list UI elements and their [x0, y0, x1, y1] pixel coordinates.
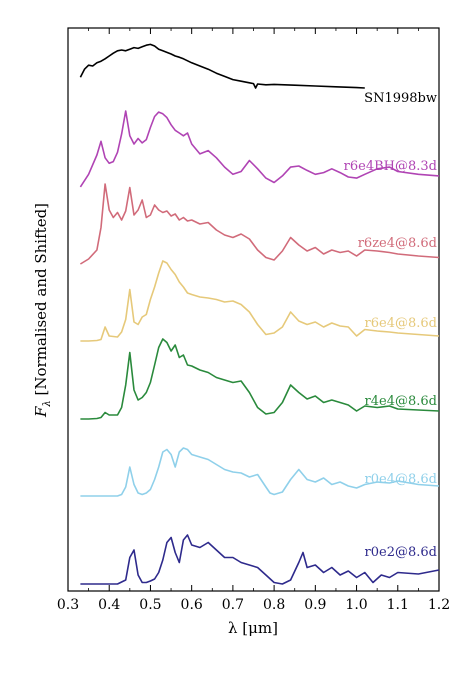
x-tick-label: 0.3	[57, 597, 79, 613]
x-tick-label: 0.8	[263, 597, 285, 613]
series-label-r6e4BH@8.3d: r6e4BH@8.3d	[344, 159, 437, 174]
series-label-SN1998bw: SN1998bw	[364, 91, 437, 106]
series-line-r4e4@8.6d	[80, 338, 440, 420]
x-tick-label: 0.7	[222, 597, 244, 613]
series-line-r6e4BH@8.3d	[79, 110, 440, 188]
series-layer: SN1998bw r6e4BH@8.3d r6ze4@8.6d r6e4@8.6d r4…	[79, 43, 440, 585]
series-line-r0e4@8.6d	[80, 447, 440, 497]
x-tick-label: 0.9	[304, 597, 326, 613]
series-label-r6e4@8.6d: r6e4@8.6d	[365, 316, 437, 331]
x-tick-label: 0.5	[139, 597, 161, 613]
series-line-r0e2@8.6d	[80, 534, 440, 585]
x-tick-label: 0.6	[181, 597, 203, 613]
series-label-r4e4@8.6d: r4e4@8.6d	[365, 394, 437, 409]
y-axis-label: Fλ [Normalised and Shifted]	[32, 203, 53, 418]
series-line-SN1998bw	[79, 43, 365, 89]
series-line-r6ze4@8.6d	[79, 183, 440, 265]
x-tick-label: 1.1	[387, 597, 409, 613]
x-tick-label: 0.4	[98, 597, 120, 613]
x-tick-label: 1.0	[345, 597, 367, 613]
plot-frame	[67, 27, 440, 592]
x-axis-ticks: 0.3 0.4 0.5 0.6 0.7 0.8 0.9 1.0 1.1 1.2	[57, 28, 450, 613]
x-axis-label: λ [μm]	[228, 619, 278, 637]
x-tick-label: 1.2	[428, 597, 450, 613]
series-label-r0e4@8.6d: r0e4@8.6d	[365, 472, 437, 487]
series-label-r6ze4@8.6d: r6ze4@8.6d	[358, 236, 437, 251]
y-axis-label-group: Fλ [Normalised and Shifted]	[32, 203, 53, 418]
series-line-r6e4@8.6d	[80, 260, 440, 342]
series-label-r0e2@8.6d: r0e2@8.6d	[365, 545, 437, 560]
